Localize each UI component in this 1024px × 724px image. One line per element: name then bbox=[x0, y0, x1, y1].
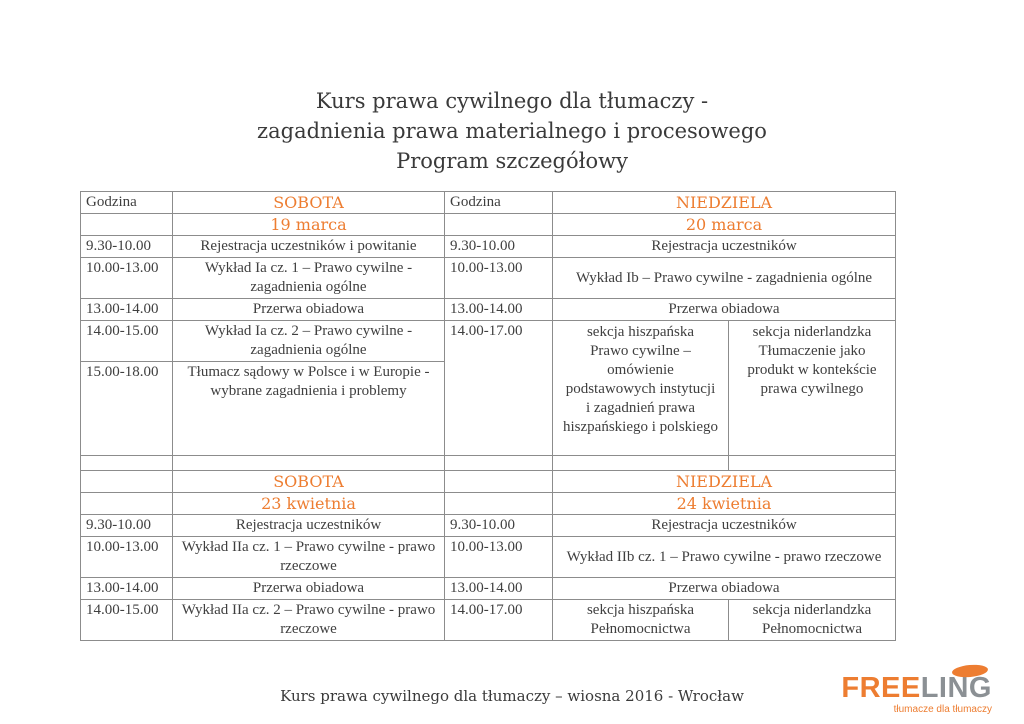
freeling-logo: FREELING tłumacze dla tłumaczy bbox=[841, 663, 992, 716]
empty-cell bbox=[80, 213, 173, 236]
time-cell: 9.30-10.00 bbox=[80, 235, 173, 258]
time-cell: 10.00-13.00 bbox=[444, 536, 553, 578]
spanish-section-cell: sekcja hiszpańska Prawo cywilne – omówie… bbox=[552, 320, 729, 456]
weekend2-saturday-label: SOBOTA bbox=[172, 470, 445, 493]
weekend1-sunday-label: NIEDZIELA bbox=[552, 191, 896, 214]
spanish-section-label: sekcja hiszpańska bbox=[586, 602, 695, 618]
spacer-row bbox=[80, 455, 896, 471]
schedule-table: Godzina SOBOTA Godzina NIEDZIELA 19 marc… bbox=[80, 191, 896, 641]
empty-cell bbox=[80, 455, 173, 471]
time-column-header: Godzina bbox=[444, 191, 553, 214]
empty-cell bbox=[728, 455, 896, 471]
time-cell: 13.00-14.00 bbox=[80, 577, 173, 600]
activity-cell: Rejestracja uczestników i powitanie bbox=[172, 235, 445, 258]
weekend2-header-row: SOBOTA NIEDZIELA bbox=[80, 470, 896, 493]
schedule-row: 14.00-15.00 Wykład Ia cz. 2 – Prawo cywi… bbox=[80, 320, 896, 456]
empty-cell bbox=[80, 470, 173, 493]
dutch-section-label: sekcja niderlandzka bbox=[752, 324, 872, 340]
time-cell: 10.00-13.00 bbox=[80, 536, 173, 578]
spanish-section-text: Pełnomocnictwa bbox=[590, 621, 691, 637]
time-column-header: Godzina bbox=[80, 191, 173, 214]
dutch-section-cell: sekcja niderlandzka Pełnomocnictwa bbox=[728, 599, 896, 641]
time-cell: 14.00-17.00 bbox=[444, 599, 553, 641]
page-title: Kurs prawa cywilnego dla tłumaczy - zaga… bbox=[0, 0, 1024, 176]
title-line-2: zagadnienia prawa materialnego i proceso… bbox=[257, 119, 767, 143]
schedule-row: 10.00-13.00 Wykład IIa cz. 1 – Prawo cyw… bbox=[80, 536, 896, 578]
schedule-row: 10.00-13.00 Wykład Ia cz. 1 – Prawo cywi… bbox=[80, 257, 896, 299]
activity-cell: Przerwa obiadowa bbox=[552, 577, 896, 600]
spanish-section-cell: sekcja hiszpańska Pełnomocnictwa bbox=[552, 599, 729, 641]
empty-cell bbox=[444, 213, 553, 236]
time-cell: 9.30-10.00 bbox=[444, 514, 553, 537]
activity-cell: Przerwa obiadowa bbox=[172, 298, 445, 321]
schedule-row: 14.00-15.00 Wykład IIa cz. 2 – Prawo cyw… bbox=[80, 599, 896, 641]
time-cell: 14.00-17.00 bbox=[444, 320, 553, 456]
time-cell: 13.00-14.00 bbox=[444, 577, 553, 600]
schedule-row: 13.00-14.00 Przerwa obiadowa 13.00-14.00… bbox=[80, 298, 896, 321]
weekend2-sunday-date: 24 kwietnia bbox=[552, 492, 896, 515]
activity-cell: Przerwa obiadowa bbox=[552, 298, 896, 321]
spanish-section-text: Prawo cywilne – omówienie podstawowych i… bbox=[563, 343, 718, 435]
schedule-row: 15.00-18.00 Tłumacz sądowy w Polsce i w … bbox=[80, 361, 896, 456]
dutch-section-text: Pełnomocnictwa bbox=[762, 621, 862, 637]
time-cell: 13.00-14.00 bbox=[444, 298, 553, 321]
weekend1-saturday-date: 19 marca bbox=[172, 213, 445, 236]
weekend2-date-row: 23 kwietnia 24 kwietnia bbox=[80, 492, 896, 515]
activity-cell: Wykład Ib – Prawo cywilne - zagadnienia … bbox=[552, 257, 896, 299]
schedule-row: 9.30-10.00 Rejestracja uczestników i pow… bbox=[80, 235, 896, 258]
empty-cell bbox=[552, 455, 729, 471]
activity-cell: Wykład Ia cz. 1 – Prawo cywilne - zagadn… bbox=[172, 257, 445, 299]
logo-wordmark: FREELING bbox=[841, 663, 992, 704]
footer-caption: Kurs prawa cywilnego dla tłumaczy – wios… bbox=[280, 687, 744, 705]
spanish-section-label: sekcja hiszpańska bbox=[586, 324, 695, 340]
activity-cell: Wykład Ia cz. 2 – Prawo cywilne - zagadn… bbox=[172, 320, 445, 362]
time-cell: 13.00-14.00 bbox=[80, 298, 173, 321]
dutch-section-cell: sekcja niderlandzka Tłumaczenie jako pro… bbox=[728, 320, 896, 456]
time-cell: 14.00-15.00 bbox=[80, 320, 173, 362]
weekend2-saturday-date: 23 kwietnia bbox=[172, 492, 445, 515]
empty-cell bbox=[172, 455, 445, 471]
activity-cell: Rejestracja uczestników bbox=[172, 514, 445, 537]
activity-cell: Rejestracja uczestników bbox=[552, 514, 896, 537]
title-line-3: Program szczegółowy bbox=[396, 149, 628, 173]
title-line-1: Kurs prawa cywilnego dla tłumaczy - bbox=[315, 89, 709, 113]
time-cell: 15.00-18.00 bbox=[80, 361, 173, 456]
logo-tagline: tłumacze dla tłumaczy bbox=[893, 704, 992, 715]
time-cell: 14.00-15.00 bbox=[80, 599, 173, 641]
time-cell: 9.30-10.00 bbox=[444, 235, 553, 258]
activity-cell: Wykład IIa cz. 1 – Prawo cywilne - prawo… bbox=[172, 536, 445, 578]
logo-ling-text: LING bbox=[920, 672, 992, 704]
activity-cell: Przerwa obiadowa bbox=[172, 577, 445, 600]
weekend1-sunday-date: 20 marca bbox=[552, 213, 896, 236]
weekend1-date-row: 19 marca 20 marca bbox=[80, 213, 896, 236]
empty-cell bbox=[444, 455, 553, 471]
weekend2-sunday-label: NIEDZIELA bbox=[552, 470, 896, 493]
schedule-row: 9.30-10.00 Rejestracja uczestników 9.30-… bbox=[80, 514, 896, 537]
time-cell: 10.00-13.00 bbox=[444, 257, 553, 299]
schedule-row: 13.00-14.00 Przerwa obiadowa 13.00-14.00… bbox=[80, 577, 896, 600]
activity-cell: Wykład IIa cz. 2 – Prawo cywilne - prawo… bbox=[172, 599, 445, 641]
activity-cell: Rejestracja uczestników bbox=[552, 235, 896, 258]
time-cell: 9.30-10.00 bbox=[80, 514, 173, 537]
empty-cell bbox=[80, 492, 173, 515]
empty-cell bbox=[444, 470, 553, 493]
time-cell: 10.00-13.00 bbox=[80, 257, 173, 299]
logo-free-text: FREE bbox=[841, 672, 921, 704]
activity-cell: Wykład IIb cz. 1 – Prawo cywilne - prawo… bbox=[552, 536, 896, 578]
weekend1-saturday-label: SOBOTA bbox=[172, 191, 445, 214]
empty-cell bbox=[444, 492, 553, 515]
dutch-section-text: Tłumaczenie jako produkt w kontekście pr… bbox=[747, 343, 877, 397]
activity-cell: Tłumacz sądowy w Polsce i w Europie - wy… bbox=[172, 361, 445, 456]
dutch-section-label: sekcja niderlandzka bbox=[752, 602, 872, 618]
weekend1-header-row: Godzina SOBOTA Godzina NIEDZIELA bbox=[80, 191, 896, 214]
